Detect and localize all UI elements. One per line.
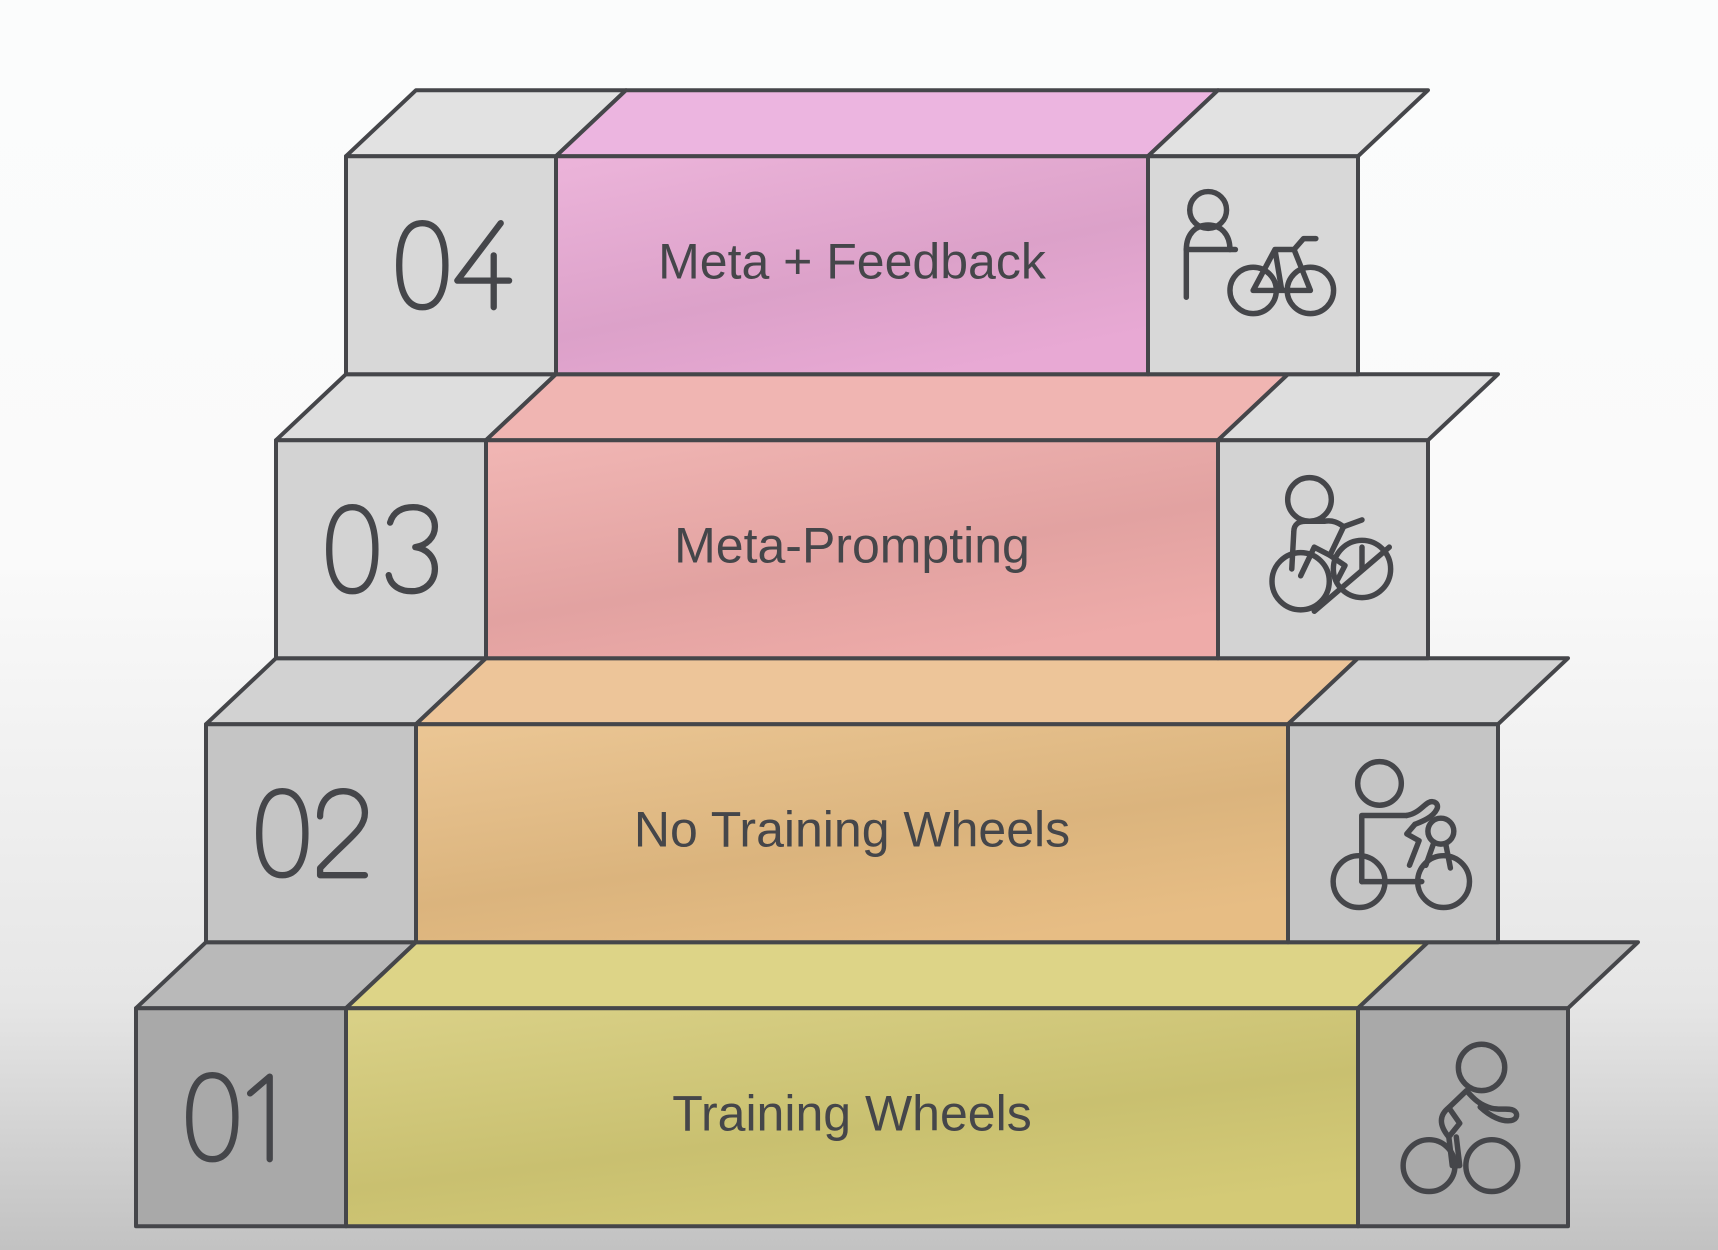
svg-text:Meta + Feedback: Meta + Feedback xyxy=(658,233,1047,289)
svg-text:Meta-Prompting: Meta-Prompting xyxy=(674,517,1030,573)
svg-text:Training Wheels: Training Wheels xyxy=(672,1085,1031,1141)
svg-text:No Training Wheels: No Training Wheels xyxy=(634,801,1070,857)
